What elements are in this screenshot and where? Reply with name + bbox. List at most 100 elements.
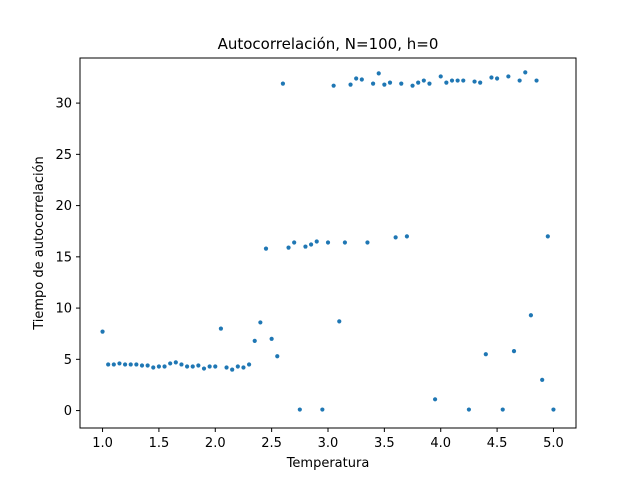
data-point: [156, 364, 162, 369]
data-point: [359, 77, 364, 82]
data-point: [230, 367, 235, 372]
x-axis-label: Temperatura: [286, 456, 370, 471]
data-point: [444, 80, 449, 85]
data-point: [162, 364, 167, 369]
y-tick-label: 25: [55, 148, 72, 163]
data-point: [387, 80, 393, 85]
data-point: [179, 362, 184, 367]
data-point: [534, 78, 539, 83]
data-point: [354, 76, 359, 81]
data-point: [320, 407, 325, 412]
x-tick-label: 4.0: [430, 436, 451, 451]
data-point: [286, 245, 291, 250]
data-point: [523, 70, 528, 75]
y-tick-label: 5: [64, 353, 72, 368]
data-point: [404, 234, 410, 239]
data-point: [337, 319, 342, 324]
data-point: [427, 81, 432, 86]
data-point: [483, 352, 488, 357]
data-point: [184, 364, 190, 369]
data-point: [438, 74, 443, 79]
y-tick-label: 30: [55, 97, 72, 112]
x-tick-label: 3.5: [374, 436, 395, 451]
data-point: [139, 363, 145, 368]
data-point: [348, 82, 353, 87]
data-point: [213, 364, 218, 369]
y-axis-label: Tiempo de autocorrelación: [32, 156, 47, 331]
data-point: [134, 362, 139, 367]
data-point: [201, 366, 207, 371]
data-point: [292, 240, 297, 245]
data-point: [190, 364, 195, 369]
x-tick-label: 1.5: [149, 436, 170, 451]
data-point: [275, 354, 280, 359]
data-point: [365, 240, 370, 245]
data-point: [370, 81, 376, 86]
data-point: [100, 329, 105, 334]
data-point: [246, 362, 252, 367]
data-point: [106, 362, 111, 367]
data-point: [472, 79, 477, 84]
y-tick-label: 15: [55, 250, 72, 265]
data-point: [410, 83, 415, 88]
data-point: [151, 365, 156, 370]
data-point: [376, 71, 381, 76]
x-tick-label: 1.0: [92, 436, 113, 451]
data-point: [111, 362, 116, 367]
data-point: [168, 361, 173, 366]
data-point: [269, 336, 274, 341]
data-point: [207, 364, 212, 369]
data-point: [224, 365, 229, 370]
y-axis: 0 5 10 15 20 25 30: [55, 97, 80, 419]
data-point: [545, 234, 550, 239]
data-point: [263, 246, 269, 251]
data-point: [416, 80, 421, 85]
data-point: [466, 407, 472, 412]
data-point: [258, 320, 263, 325]
data-point: [308, 242, 314, 247]
chart-title: Autocorrelación, N=100, h=0: [218, 35, 439, 53]
data-point: [241, 365, 246, 370]
data-point: [494, 76, 500, 81]
data-point: [325, 240, 331, 245]
data-point: [297, 407, 302, 412]
x-tick-label: 5.0: [543, 436, 564, 451]
data-point: [393, 235, 398, 240]
data-point: [218, 326, 224, 331]
data-point: [449, 78, 455, 83]
x-tick-label: 3.0: [318, 436, 339, 451]
data-point: [421, 78, 426, 83]
data-point: [196, 363, 201, 368]
data-point: [303, 244, 308, 249]
y-tick-label: 20: [55, 199, 72, 214]
data-point: [478, 80, 483, 85]
data-point: [331, 83, 336, 88]
data-point: [280, 81, 286, 86]
data-point: [506, 74, 511, 79]
data-point: [461, 78, 466, 83]
data-point: [314, 239, 319, 244]
data-point: [342, 240, 348, 245]
data-point: [489, 75, 494, 80]
x-axis: 1.0 1.5 2.0 2.5 3.0 3.5 4.0 4.5 5.0: [92, 428, 564, 451]
data-point: [122, 362, 128, 367]
data-point: [128, 362, 133, 367]
x-tick-label: 2.5: [261, 436, 282, 451]
data-point: [145, 363, 150, 368]
data-points: [100, 70, 556, 412]
data-point: [382, 82, 387, 87]
data-point: [117, 361, 122, 366]
data-point: [551, 407, 556, 412]
data-point: [399, 81, 404, 86]
data-point: [432, 397, 438, 402]
data-point: [455, 78, 460, 83]
data-point: [252, 338, 257, 343]
data-point: [517, 78, 522, 83]
x-tick-label: 4.5: [487, 436, 508, 451]
y-tick-label: 0: [64, 404, 72, 419]
data-point: [540, 377, 545, 382]
data-point: [500, 407, 505, 412]
data-point: [511, 349, 517, 354]
